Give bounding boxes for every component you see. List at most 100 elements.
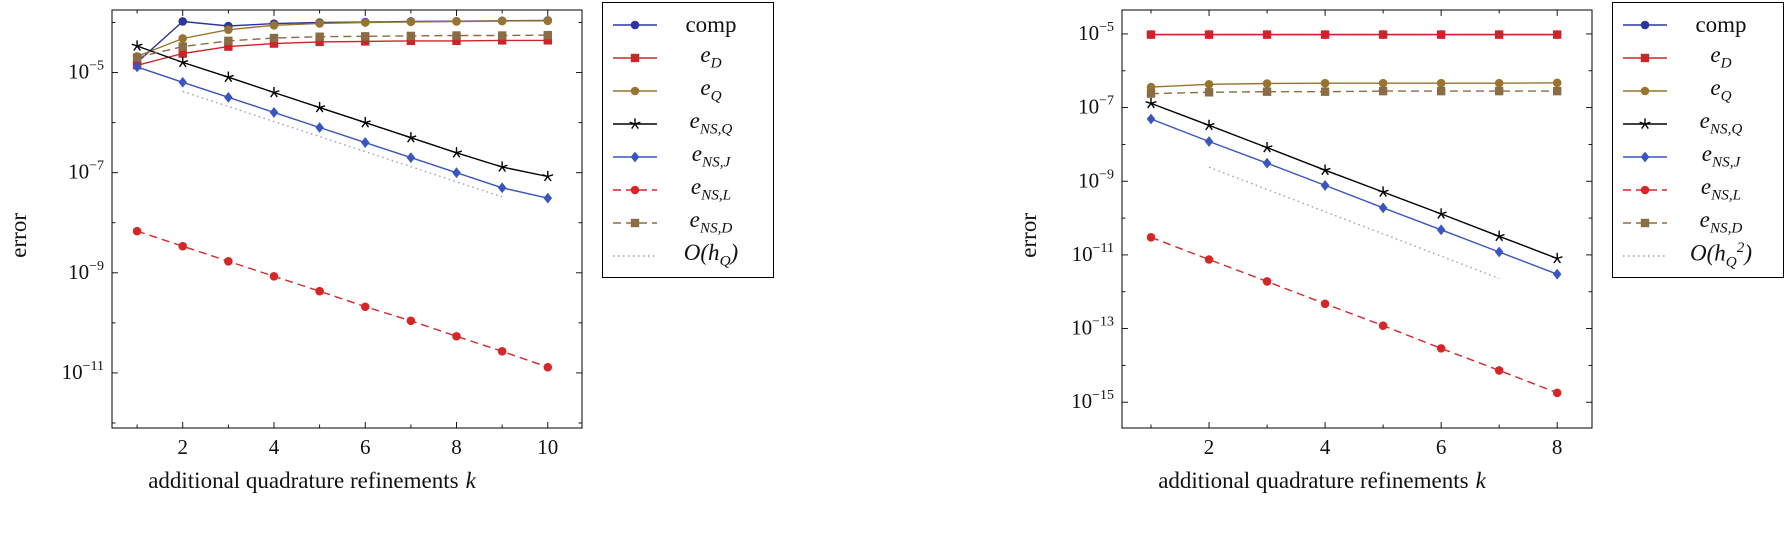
star-marker [410,137,415,143]
star-marker [1150,102,1155,109]
circle-marker [630,20,640,29]
legend-label-e_NS_L: eNS,L [1700,174,1742,204]
figure-left: error 2 4 6 8 10 10−11 10−9 10−7 10−5 additional… [6,2,774,494]
diamond-marker [1494,246,1504,258]
y-axis-label-left: error [6,212,31,258]
legend-label-e_D: eD [700,42,722,72]
x-axis-label-variable: k [1475,468,1486,493]
star-marker [1205,124,1210,131]
star-marker [455,152,461,158]
x-axis-label-text: additional quadrature refinements [1158,468,1469,493]
x-tick-label: 6 [360,435,371,459]
star-marker [177,59,183,64]
diamond-marker [1552,268,1562,280]
circle-marker [1320,78,1330,88]
star-marker [1261,145,1268,149]
diamond-marker [406,152,416,164]
star-marker [1641,123,1646,129]
x-tick-label: 2 [177,435,188,459]
square-marker [630,218,640,227]
star-marker [1266,147,1271,153]
legend-entry-e_NS_L: eNS,L [1622,173,1774,206]
legend-sample-e_D [1623,53,1667,62]
legend-entry-e_NS_Q: eNS,Q [612,107,764,140]
legend-entry-O_hQ: O(hQ) [612,239,764,272]
circle-marker [315,286,324,296]
y-tick-label: 10−11 [1072,241,1114,266]
diamond-marker [452,167,461,179]
legend-entry-e_D: eD [1622,41,1774,74]
series-line-e_NS_J [1150,118,1558,275]
legend-left: comp eD eQ eNS,Q eNS,J eNS,L eNS,D O(hQ) [602,2,774,278]
legend-entry-e_NS_D: eNS,D [1622,206,1774,239]
star-marker [1263,147,1268,153]
star-marker [1150,101,1157,105]
diamond-marker [269,107,279,118]
series-line-e_NS_L [1150,236,1558,394]
diamond-marker [1204,136,1214,147]
star-marker [1437,213,1442,219]
square-marker [361,32,370,41]
legend-label-e_Q: eQ [1710,75,1732,105]
diamond-marker [543,192,553,204]
star-marker [319,107,324,113]
legend-entry-e_NS_Q: eNS,Q [1622,107,1774,140]
star-marker [501,166,507,172]
legend-label-comp: comp [685,11,737,37]
star-marker [1553,258,1558,264]
diamond-marker [1146,113,1156,125]
circle-marker [178,34,188,43]
star-marker [182,61,187,68]
y-tick-label: 10−15 [1071,388,1114,413]
circle-marker [269,272,279,281]
legend-label-e_Q: eQ [700,75,722,105]
star-marker [359,120,366,124]
circle-marker [1204,255,1214,264]
circle-marker [1378,78,1388,88]
square-marker [269,39,279,48]
square-marker [452,36,461,46]
star-marker [1440,211,1447,215]
diamond-marker [1640,151,1650,162]
y-axis-label-right: error [1016,212,1041,258]
circle-marker [1640,185,1650,194]
x-tick-label: 10 [537,435,558,459]
square-marker [1262,87,1272,96]
series-line-e_NS_Q [1150,102,1558,260]
square-marker [224,42,233,51]
star-marker [631,123,636,129]
circle-marker [178,17,188,26]
star-marker [634,121,641,125]
star-marker [224,76,229,83]
diamond-marker [224,91,233,103]
circle-marker [224,256,233,266]
square-marker [1494,86,1504,96]
star-marker [273,92,278,98]
diamond-marker [630,151,640,162]
series-line-e_NS_D [136,34,548,59]
legend-label-e_NS_J: eNS,J [1701,141,1741,171]
circle-marker [1204,79,1214,89]
square-marker [132,53,142,62]
legend-entry-comp: comp [1622,8,1774,41]
plot-column-left: 2 4 6 8 10 10−11 10−9 10−7 10−5 additional quadr… [34,2,590,494]
legend-right: comp eD eQ eNS,Q eNS,J eNS,L eNS,D O(hQ2) [1612,2,1784,278]
square-marker [1552,86,1562,96]
star-marker [133,45,138,51]
legend-sample-comp [613,20,657,29]
circle-marker [178,241,188,251]
star-marker [136,43,143,47]
diamond-marker [178,76,188,88]
star-marker [1435,211,1442,215]
y-tick-label: 10−5 [68,59,104,84]
square-marker [361,37,370,46]
star-marker [1145,101,1152,105]
legend-label-e_NS_D: eNS,D [689,207,733,237]
series-line-e_NS_Q [136,45,548,178]
series-line-e_Q [1150,82,1558,88]
circle-marker [1552,388,1562,398]
star-marker [1324,169,1329,176]
plot-border [111,9,583,429]
legend-label-e_NS_J: eNS,J [691,141,731,171]
circle-marker [1378,321,1388,330]
